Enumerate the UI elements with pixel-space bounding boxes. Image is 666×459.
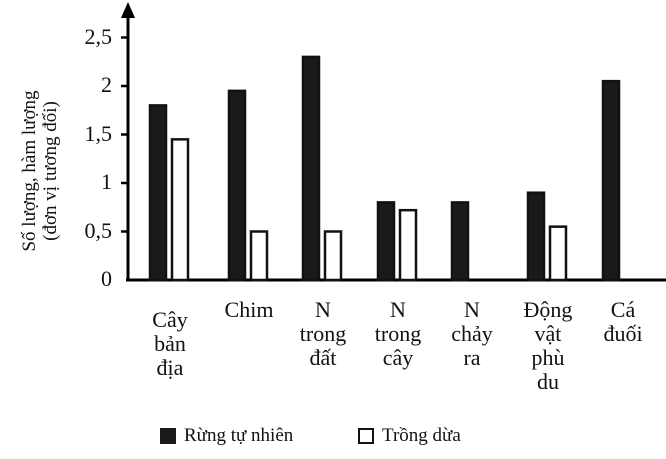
y-tick-label: 0 xyxy=(101,266,112,291)
bar xyxy=(398,208,418,282)
bar xyxy=(601,79,621,282)
bar xyxy=(450,201,470,282)
x-tick-label: N trong đất xyxy=(299,297,347,370)
legend-item-trong-dua: Trồng dừa xyxy=(358,425,461,447)
x-tick-label: N chảy ra xyxy=(451,297,493,370)
bar xyxy=(376,201,396,282)
y-tick-label: 1 xyxy=(101,169,112,194)
bar xyxy=(249,230,269,282)
bar xyxy=(526,191,546,282)
y-tick-label: 2,5 xyxy=(84,23,113,49)
y-axis-label: Số lượng, hàm lượng (đơn vị tương đối) xyxy=(19,90,61,252)
bar xyxy=(148,104,168,282)
x-tick-label: Động vật phù du xyxy=(523,297,573,394)
legend-label: Trồng dừa xyxy=(382,425,461,446)
x-tick-label: N trong cây xyxy=(374,297,422,370)
x-tick-label: Cây bản địa xyxy=(152,307,188,380)
y-tick-label: 1,5 xyxy=(84,120,113,146)
bar xyxy=(227,89,247,282)
bar xyxy=(548,225,568,282)
bar xyxy=(301,55,321,282)
x-tick-label: Chim xyxy=(224,297,274,322)
bar xyxy=(323,230,343,282)
legend-swatch-white xyxy=(358,428,374,444)
y-axis-arrow-icon xyxy=(121,2,135,18)
legend-item-rung-tu-nhien: Rừng tự nhiên xyxy=(160,425,293,447)
legend-label: Rừng tự nhiên xyxy=(184,425,294,446)
legend-swatch-dark xyxy=(160,428,176,444)
y-tick-label: 0,5 xyxy=(84,217,113,243)
y-tick-label: 2 xyxy=(101,72,112,97)
x-tick-label: Cá đuối xyxy=(603,297,643,346)
bar xyxy=(170,138,190,282)
